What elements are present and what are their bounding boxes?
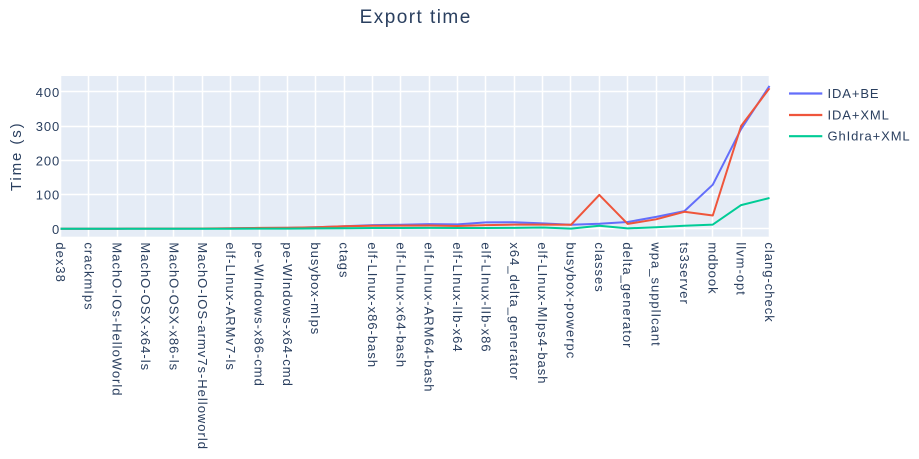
svg-text:elf-LInux-x64-bash: elf-LInux-x64-bash [393,242,408,368]
svg-text:ts3server: ts3server [677,242,692,304]
svg-text:elf-LInux-MIps4-bash: elf-LInux-MIps4-bash [535,242,550,384]
svg-text:pe-WIndows-x86-cmd: pe-WIndows-x86-cmd [251,242,266,386]
svg-text:MachO-IOS-armv7s-Helloworld: MachO-IOS-armv7s-Helloworld [195,242,210,450]
svg-text:classes: classes [592,242,607,292]
svg-text:Export time: Export time [360,7,472,28]
svg-text:MachO-IOs-HelloWorld: MachO-IOs-HelloWorld [110,242,125,396]
svg-text:elf-LInux-ARMv7-ls: elf-LInux-ARMv7-ls [223,242,238,371]
svg-text:elf-LInux-lIb-x64: elf-LInux-lIb-x64 [450,242,465,352]
svg-text:200: 200 [36,153,60,168]
svg-text:100: 100 [36,188,60,203]
svg-text:elf-LInux-lIb-x86: elf-LInux-lIb-x86 [478,242,493,352]
svg-text:pe-WIndows-x64-cmd: pe-WIndows-x64-cmd [280,242,295,386]
svg-text:dex38: dex38 [53,242,68,282]
svg-text:delta_generator: delta_generator [620,242,635,348]
svg-text:300: 300 [36,119,60,134]
svg-text:MachO-OSX-x64-ls: MachO-OSX-x64-ls [138,242,153,371]
svg-text:ctags: ctags [337,242,352,278]
svg-text:Time (s): Time (s) [8,121,25,191]
svg-text:IDA+BE: IDA+BE [828,86,880,101]
svg-text:llvm-opt: llvm-opt [734,242,749,296]
svg-text:crackmIps: crackmIps [81,242,96,310]
svg-text:busybox-mIps: busybox-mIps [308,242,323,335]
svg-text:elf-LInux-x86-bash: elf-LInux-x86-bash [365,242,380,368]
svg-text:wpa_supplIcant: wpa_supplIcant [649,241,664,346]
svg-text:MachO-OSX-x86-ls: MachO-OSX-x86-ls [166,242,181,371]
svg-text:0: 0 [52,222,60,237]
svg-text:GhIdra+XML: GhIdra+XML [828,129,911,144]
svg-text:busybox-powerpc: busybox-powerpc [563,242,578,359]
svg-text:x64_delta_generator: x64_delta_generator [507,242,522,380]
svg-text:elf-LInux-ARM64-bash: elf-LInux-ARM64-bash [422,242,437,392]
svg-text:400: 400 [36,85,60,100]
svg-text:clang-check: clang-check [762,242,777,322]
svg-text:IDA+XML: IDA+XML [828,107,890,122]
svg-text:mdbook: mdbook [705,242,720,294]
